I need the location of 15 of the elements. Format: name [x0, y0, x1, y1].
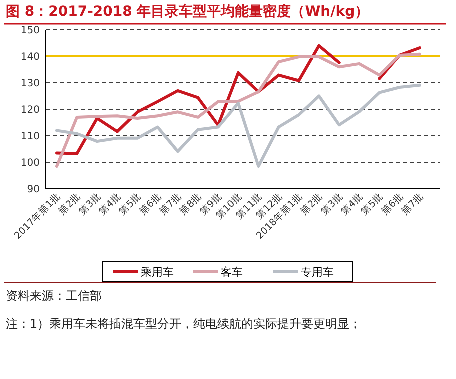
y-tick-label: 130 [20, 78, 40, 90]
line-series [56, 52, 422, 168]
text: 注：1）乘用车未将插混车型分开，纯电续航的实际提升要更明显； [6, 317, 362, 331]
y-tick-label: 140 [20, 52, 40, 63]
legend-label: 专用车 [301, 266, 334, 279]
chart-title: 图 8：2017-2018 年目录车型平均能量密度（Wh/kg） [6, 3, 370, 20]
y-tick-label: 100 [20, 158, 40, 169]
y-tick-label: 90 [27, 184, 40, 196]
text: 资料来源：工信部 [6, 289, 102, 303]
line-series [56, 84, 422, 168]
y-tick-label: 110 [20, 132, 40, 142]
legend-label: 乘用车 [141, 266, 174, 279]
y-tick-label: 150 [20, 26, 40, 36]
legend-label: 客车 [221, 266, 243, 279]
y-tick-label: 120 [20, 105, 40, 116]
